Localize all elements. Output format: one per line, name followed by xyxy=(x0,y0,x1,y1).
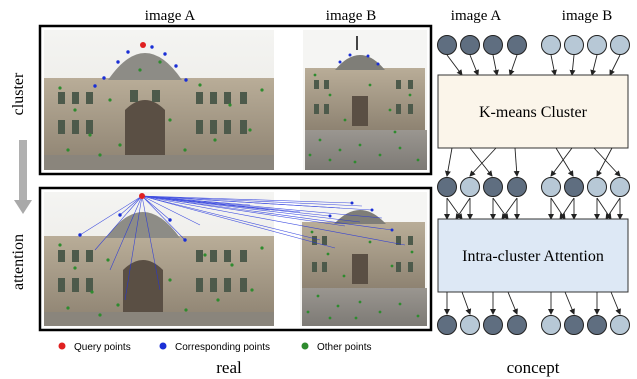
node-mid-6 xyxy=(564,177,584,197)
kmeans-label: K-means Cluster xyxy=(479,104,588,121)
node-b4-top xyxy=(610,35,630,55)
points-overlay-cluster xyxy=(58,42,420,164)
caption-real: real xyxy=(216,358,242,377)
image-b-label-left: image B xyxy=(326,8,376,24)
node-bot-7 xyxy=(587,315,607,335)
arrows-out-of-kmeans xyxy=(444,147,621,177)
node-bot-2 xyxy=(460,315,480,335)
cluster-row-photos xyxy=(38,24,433,176)
node-mid-1 xyxy=(437,177,457,197)
node-a1-top xyxy=(437,35,457,55)
row-label-attention: attention xyxy=(10,234,27,290)
node-b3-top xyxy=(587,35,607,55)
arrows-into-attention xyxy=(444,197,623,220)
photo-image-a-cluster xyxy=(44,30,274,170)
legend-swatch-2 xyxy=(301,342,309,350)
photo-image-b-attention xyxy=(300,192,427,326)
attention-lines xyxy=(79,195,406,301)
legend: Query points Corresponding points Other … xyxy=(58,342,371,353)
image-b-label-right: image B xyxy=(562,8,612,24)
image-a-label-right: image A xyxy=(451,8,502,24)
node-mid-4 xyxy=(507,177,527,197)
arrows-out-of-attention xyxy=(444,291,621,315)
intra-cluster-attention-box: Intra-cluster Attention xyxy=(437,218,629,293)
node-b2-top xyxy=(564,35,584,55)
caption-concept: concept xyxy=(507,358,560,377)
attention-label: Intra-cluster Attention xyxy=(462,248,604,265)
nodes-top-row xyxy=(437,35,630,55)
node-bot-4 xyxy=(507,315,527,335)
node-a4-top xyxy=(507,35,527,55)
node-bot-3 xyxy=(483,315,503,335)
row-label-cluster: cluster xyxy=(10,72,27,115)
node-mid-3 xyxy=(483,177,503,197)
image-a-label-left: image A xyxy=(145,8,196,24)
arrows-into-kmeans xyxy=(446,54,621,76)
legend-label-query: Query points xyxy=(74,342,131,353)
node-bot-6 xyxy=(564,315,584,335)
kmeans-cluster-box: K-means Cluster xyxy=(437,74,629,149)
legend-item-query: Query points xyxy=(58,342,131,353)
points-overlay-attention xyxy=(58,193,420,320)
node-bot-8 xyxy=(610,315,630,335)
photo-image-b-cluster xyxy=(303,30,427,170)
node-b1-top xyxy=(541,35,561,55)
nodes-middle-row xyxy=(437,177,630,197)
nodes-bottom-row xyxy=(437,315,630,335)
node-mid-8 xyxy=(610,177,630,197)
node-bot-5 xyxy=(541,315,561,335)
node-mid-2 xyxy=(460,177,480,197)
node-mid-5 xyxy=(541,177,561,197)
legend-label-corresponding: Corresponding points xyxy=(175,342,270,353)
node-a2-top xyxy=(460,35,480,55)
photo-image-a-attention xyxy=(44,192,274,326)
node-a3-top xyxy=(483,35,503,55)
legend-item-other: Other points xyxy=(301,342,371,353)
legend-swatch-0 xyxy=(58,342,66,350)
legend-item-corresponding: Corresponding points xyxy=(159,342,270,353)
row-transition-arrow xyxy=(14,140,32,214)
attention-row-photos xyxy=(38,186,433,332)
node-bot-1 xyxy=(437,315,457,335)
node-mid-7 xyxy=(587,177,607,197)
legend-label-other: Other points xyxy=(317,342,371,353)
legend-swatch-1 xyxy=(159,342,167,350)
